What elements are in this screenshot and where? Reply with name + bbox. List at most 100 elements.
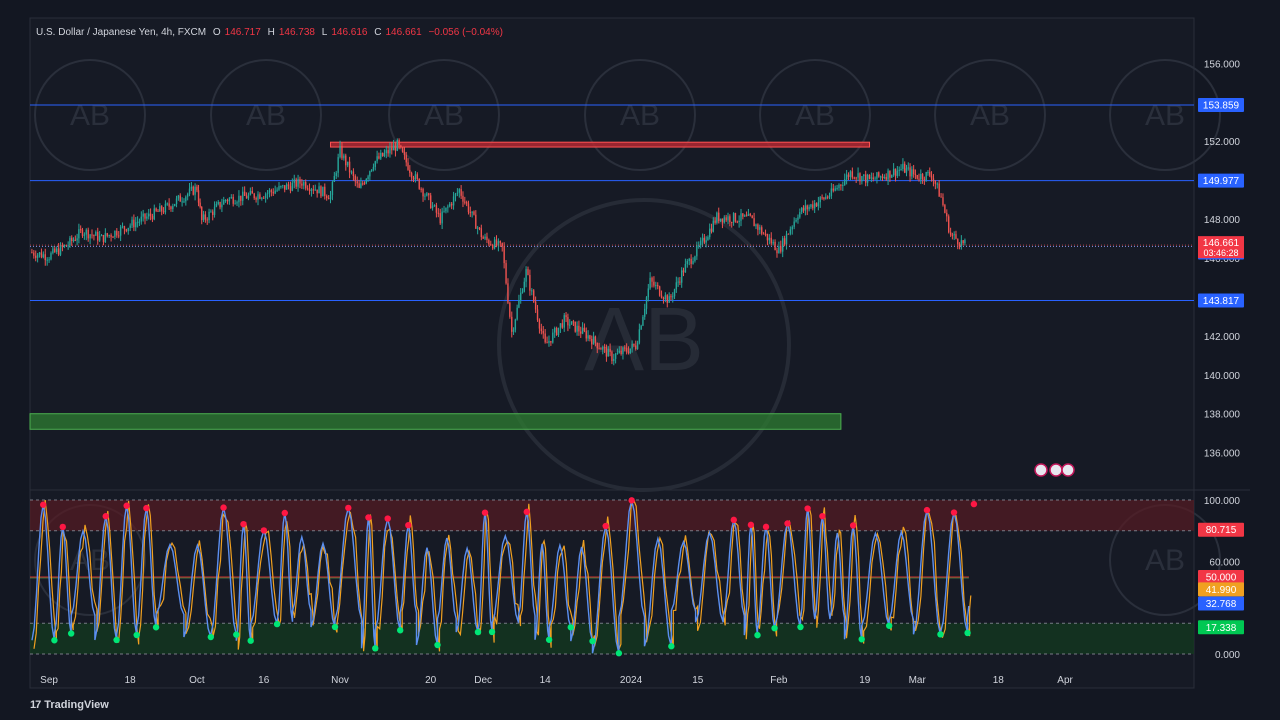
candle-body bbox=[825, 196, 827, 199]
price-axis[interactable]: 156.000154.000152.000150.000148.000146.0… bbox=[1198, 59, 1244, 661]
candle-body bbox=[605, 347, 608, 357]
candle-body bbox=[525, 269, 527, 282]
candle-body bbox=[204, 214, 207, 220]
resistance-zone[interactable] bbox=[330, 141, 871, 148]
open-label: O bbox=[212, 27, 221, 38]
osc-k-line[interactable] bbox=[31, 500, 970, 654]
candle-body bbox=[266, 193, 269, 195]
high-label: H bbox=[267, 27, 275, 38]
candle-body bbox=[861, 176, 863, 182]
time-tick-label: 19 bbox=[859, 675, 871, 686]
candle-body bbox=[622, 347, 624, 355]
watermark-letters: AB bbox=[246, 99, 286, 132]
time-tick-label: Nov bbox=[331, 675, 349, 686]
support-zone[interactable] bbox=[29, 413, 842, 430]
candle-body bbox=[635, 345, 637, 350]
symbol-title: U.S. Dollar / Japanese Yen, 4h, FXCM bbox=[36, 27, 207, 38]
time-tick-label: 15 bbox=[692, 675, 704, 686]
candle-body bbox=[948, 216, 950, 233]
candle-body bbox=[732, 213, 735, 223]
candle-body bbox=[900, 169, 902, 171]
candle-body bbox=[161, 206, 163, 212]
candle-body bbox=[655, 285, 657, 287]
oversold-marker bbox=[797, 623, 804, 631]
overbought-marker bbox=[39, 501, 47, 508]
candle-body bbox=[443, 211, 445, 213]
oversold-marker bbox=[545, 636, 553, 643]
candle-body bbox=[709, 228, 711, 238]
flag-us-icon[interactable] bbox=[1049, 463, 1063, 477]
candle-body bbox=[232, 197, 234, 204]
candle-body bbox=[727, 216, 729, 221]
candle-body bbox=[480, 228, 483, 238]
oversold-marker bbox=[372, 645, 379, 652]
time-axis[interactable]: Sep 18 Oct 16 Nov 20 Dec 14 2024 15 Feb 19 Mar 18 Apr bbox=[40, 675, 1073, 686]
candle-body bbox=[531, 290, 533, 292]
flag-us-icon[interactable] bbox=[1034, 463, 1048, 477]
candle-body bbox=[354, 176, 357, 182]
oscillator-pane[interactable] bbox=[30, 497, 1194, 657]
tradingview-brand[interactable]: 17 TradingView bbox=[30, 699, 109, 711]
candle-body bbox=[278, 186, 280, 190]
candle-body bbox=[243, 191, 246, 196]
candle-body bbox=[410, 172, 413, 178]
osc-badge: 80.715 bbox=[1206, 525, 1237, 536]
candle-body bbox=[272, 191, 274, 194]
candle-body bbox=[314, 189, 316, 191]
price-tick-label: 136.000 bbox=[1204, 449, 1241, 460]
candle-body bbox=[666, 295, 668, 303]
candle-body bbox=[714, 220, 716, 223]
candle-body bbox=[159, 206, 161, 212]
candle-body bbox=[921, 174, 924, 180]
candle-body bbox=[251, 191, 253, 194]
price-pane[interactable] bbox=[29, 104, 1194, 477]
candle-body bbox=[263, 197, 265, 199]
candle-body bbox=[164, 203, 167, 213]
candle-body bbox=[785, 233, 788, 245]
watermark-letters: AB bbox=[1145, 99, 1185, 132]
candle-body bbox=[57, 248, 60, 255]
candle-body bbox=[127, 227, 129, 232]
candle-body bbox=[449, 203, 451, 207]
candle-body bbox=[79, 229, 82, 231]
oversold-marker bbox=[754, 631, 761, 639]
overbought-marker bbox=[281, 509, 288, 517]
level-badge: 153.859 bbox=[1203, 101, 1240, 112]
candle-body bbox=[136, 221, 139, 223]
candle-body bbox=[692, 261, 694, 264]
flag-us-icon[interactable] bbox=[1061, 463, 1075, 477]
candle-body bbox=[409, 169, 411, 173]
overbought-marker bbox=[628, 497, 635, 504]
candle-body bbox=[631, 343, 633, 349]
candle-body bbox=[365, 179, 367, 184]
candle-body bbox=[274, 190, 276, 194]
candle-body bbox=[927, 172, 929, 174]
candle-body bbox=[491, 245, 494, 249]
candle-body bbox=[460, 189, 462, 196]
candle-body bbox=[175, 198, 178, 205]
tradingview-logo-icon: 17 bbox=[30, 699, 41, 711]
price-tick-label: 156.000 bbox=[1204, 59, 1241, 70]
candle-body bbox=[614, 354, 617, 359]
candle-body bbox=[372, 166, 375, 170]
candle-body bbox=[234, 203, 236, 205]
candle-body bbox=[282, 185, 284, 187]
candle-body bbox=[536, 309, 539, 320]
time-tick-label: Oct bbox=[189, 675, 205, 686]
candle-body bbox=[930, 175, 933, 179]
candle-body bbox=[276, 189, 278, 191]
candle-body bbox=[633, 343, 635, 346]
candle-body bbox=[301, 183, 303, 186]
candle-body bbox=[433, 205, 436, 207]
osc-d-line[interactable] bbox=[33, 498, 972, 652]
candle-body bbox=[649, 277, 651, 289]
candle-body bbox=[802, 207, 805, 211]
watermark-letters: AB bbox=[424, 99, 464, 132]
candle-body bbox=[488, 240, 490, 245]
candle-body bbox=[170, 206, 172, 210]
candle-body bbox=[54, 248, 56, 253]
candle-body bbox=[478, 227, 481, 229]
candle-body bbox=[576, 325, 578, 332]
candle-body bbox=[710, 228, 713, 232]
